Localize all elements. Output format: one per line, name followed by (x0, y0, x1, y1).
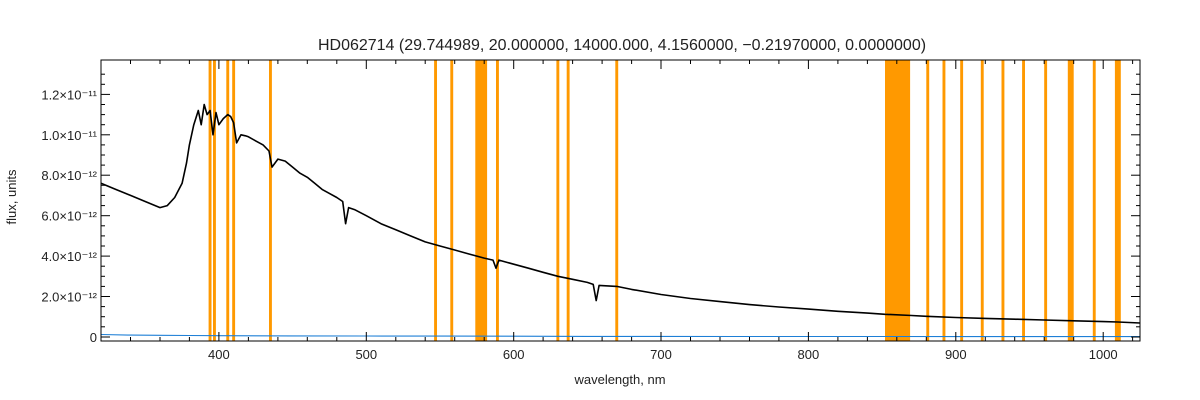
masked-band-17 (1001, 60, 1005, 341)
error-series-line (100, 333, 1140, 338)
masked-band-22 (1114, 60, 1121, 341)
x-tick-label: 900 (945, 347, 967, 362)
y-tick-label: 4.0×10⁻¹² (41, 249, 97, 264)
series-layer (100, 103, 1141, 338)
masked-band-11 (615, 60, 619, 341)
masked-band-7 (475, 60, 488, 341)
x-tick-label: 400 (208, 347, 230, 362)
masked-band-13 (926, 60, 930, 341)
plot-frame (100, 59, 1141, 342)
masked-band-15 (960, 60, 964, 341)
masked-band-10 (566, 60, 570, 341)
masked-band-16 (980, 60, 984, 341)
masked-band-1 (213, 60, 216, 341)
masked-band-18 (1022, 60, 1025, 341)
masked-bands (208, 60, 1121, 341)
masked-band-9 (556, 60, 560, 341)
masked-band-4 (269, 60, 272, 341)
x-axis-ticks: 400 500 600 700 800 900 1000 (100, 60, 1134, 362)
masked-band-12 (885, 60, 911, 341)
chart-title: HD062714 (29.744989, 20.000000, 14000.00… (318, 37, 926, 54)
masked-band-20 (1067, 60, 1074, 341)
masked-band-3 (232, 60, 236, 341)
y-axis-ticks: 0 2.0×10⁻¹² 4.0×10⁻¹² 6.0×10⁻¹² 8.0×10⁻¹² 1.0… (41, 73, 1140, 345)
flux-series-line (100, 103, 1141, 324)
masked-band-21 (1092, 60, 1096, 341)
masked-band-14 (942, 60, 946, 341)
y-tick-label: 6.0×10⁻¹² (41, 209, 97, 224)
y-tick-label: 1.2×10⁻¹¹ (41, 87, 97, 102)
x-tick-label: 800 (798, 347, 820, 362)
masked-band-6 (450, 60, 454, 341)
x-tick-label: 600 (503, 347, 525, 362)
x-tick-label: 700 (650, 347, 672, 362)
masked-band-0 (208, 60, 212, 341)
masked-band-5 (434, 60, 437, 341)
y-tick-label: 0 (90, 330, 97, 345)
y-tick-label: 8.0×10⁻¹² (41, 168, 97, 183)
masked-band-2 (226, 60, 230, 341)
masked-band-19 (1044, 60, 1048, 341)
x-tick-label: 1000 (1089, 347, 1118, 362)
y-tick-label: 1.0×10⁻¹¹ (41, 128, 97, 143)
y-tick-label: 2.0×10⁻¹² (41, 290, 97, 305)
masked-band-8 (496, 60, 499, 341)
x-tick-label: 500 (355, 347, 377, 362)
x-axis-label: wavelength, nm (573, 372, 665, 387)
y-axis-label: flux, units (4, 169, 19, 224)
